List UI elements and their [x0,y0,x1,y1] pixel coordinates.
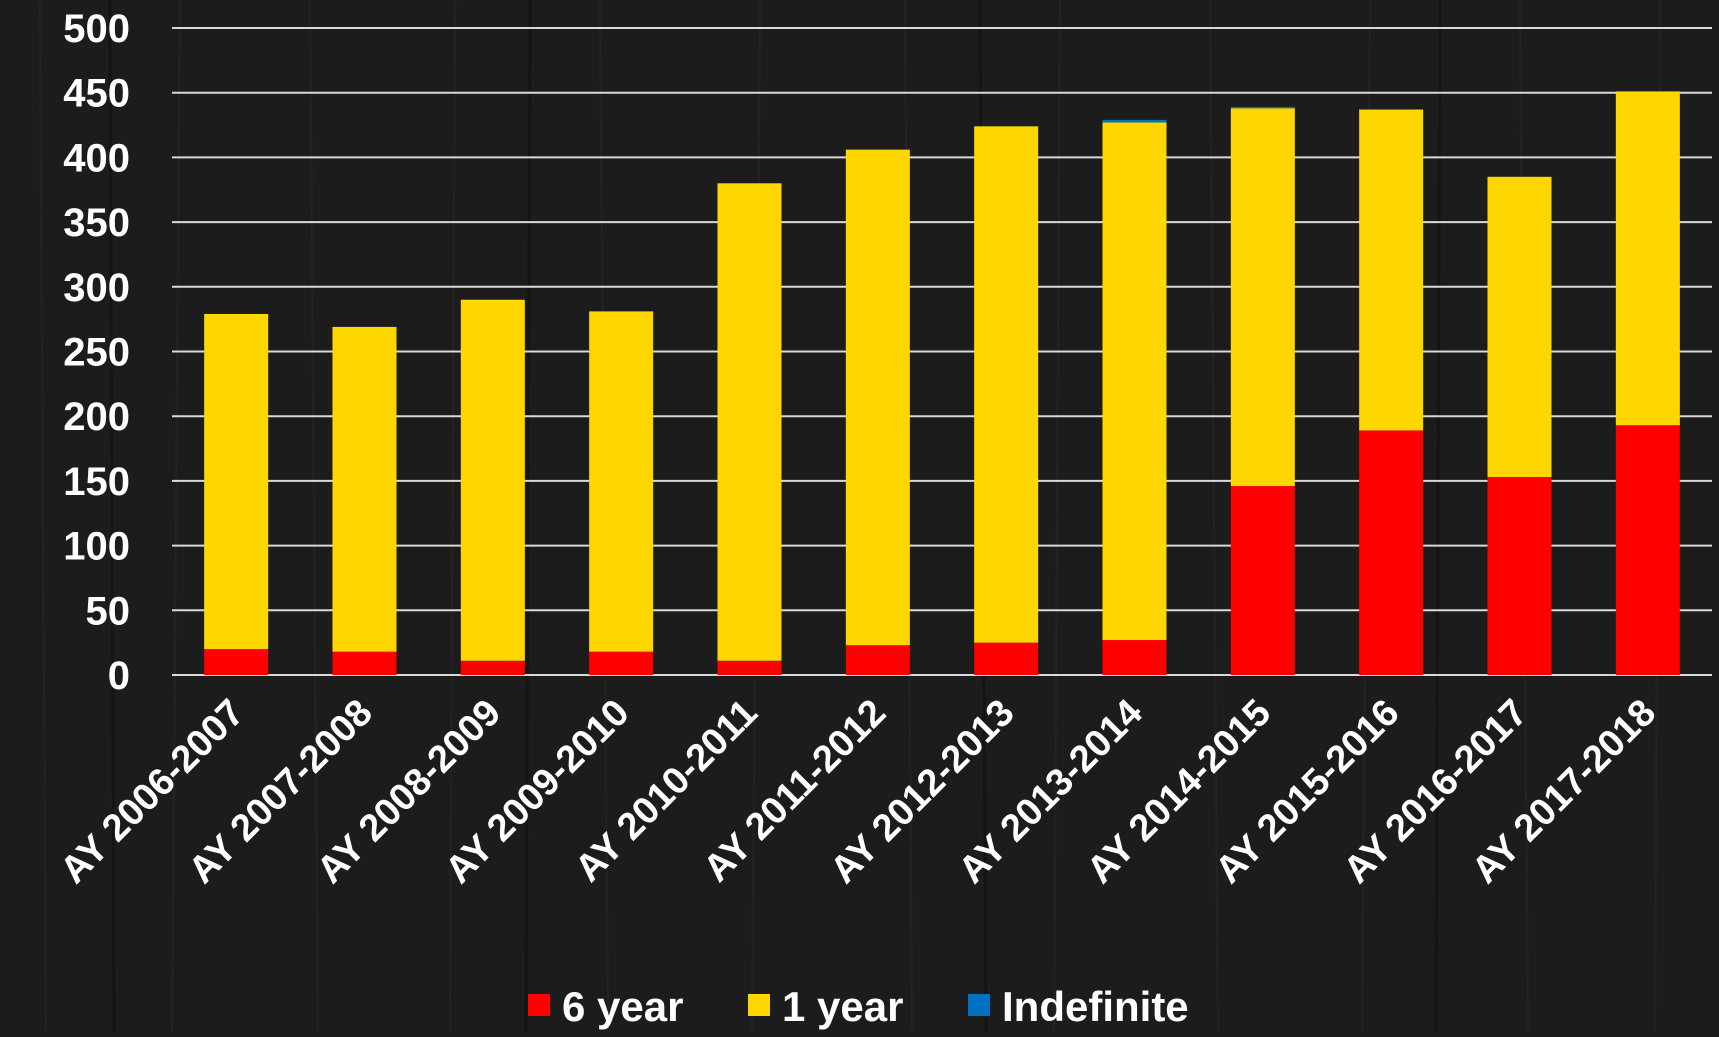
bar-1-year[interactable] [1102,122,1167,641]
y-tick-label: 350 [63,201,130,245]
y-tick-label: 50 [86,589,131,633]
bar-1-year[interactable] [1359,109,1424,431]
y-tick-label: 150 [63,460,130,504]
y-axis: 0 50 100 150 200 250 300 350 400 450 500 [63,7,130,698]
bar-6-year[interactable] [1359,430,1424,675]
bar-1-year[interactable] [1230,108,1295,487]
bar-1-year[interactable] [332,326,397,652]
legend-swatch-6-year [528,994,550,1016]
gridlines [172,27,1712,676]
bar-6-year[interactable] [332,651,397,675]
y-tick-label: 300 [63,266,130,310]
bar-6-year[interactable] [460,660,525,675]
legend-label-1-year: 1 year [782,983,903,1030]
y-tick-label: 0 [108,654,130,698]
bar-indefinite[interactable] [1230,106,1295,109]
bar-6-year[interactable] [204,649,269,675]
legend-swatch-indefinite [968,994,990,1016]
bar-indefinite[interactable] [1102,119,1167,123]
bar-1-year[interactable] [589,311,654,652]
bar-1-year[interactable] [717,183,782,661]
bar-6-year[interactable] [845,645,910,675]
bar-1-year[interactable] [1487,176,1552,478]
bar-6-year[interactable] [1615,425,1680,675]
bar-6-year[interactable] [1102,640,1167,675]
bars [204,91,1680,675]
y-tick-label: 250 [63,331,130,375]
bar-6-year[interactable] [589,651,654,675]
y-tick-label: 200 [63,395,130,439]
legend[interactable]: 6 year 1 year Indefinite [528,983,1189,1030]
bar-6-year[interactable] [717,660,782,675]
bar-1-year[interactable] [974,126,1039,643]
legend-label-6-year: 6 year [562,983,683,1030]
y-tick-label: 450 [63,72,130,116]
bar-1-year[interactable] [204,313,269,650]
bar-1-year[interactable] [460,299,525,661]
y-tick-label: 100 [63,525,130,569]
bar-6-year[interactable] [1487,477,1552,675]
bar-6-year[interactable] [1230,486,1295,675]
y-tick-label: 500 [63,7,130,51]
bar-1-year[interactable] [1615,91,1680,426]
y-tick-label: 400 [63,136,130,180]
bar-6-year[interactable] [974,642,1039,675]
bar-1-year[interactable] [845,149,910,646]
legend-swatch-1-year [748,994,770,1016]
legend-label-indefinite: Indefinite [1002,983,1189,1030]
